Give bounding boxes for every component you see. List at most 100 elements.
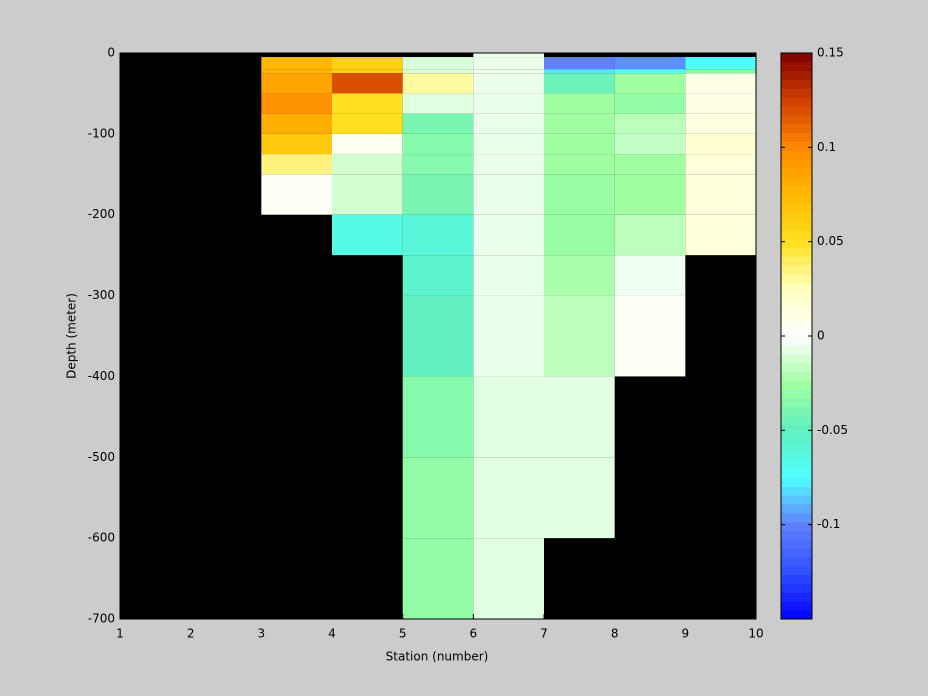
heatmap-cell xyxy=(614,113,686,134)
heatmap-cell xyxy=(261,154,332,175)
heatmap-cell xyxy=(261,57,332,70)
colorbar-segment xyxy=(781,459,812,470)
y-tick-label: -200 xyxy=(88,207,115,221)
colorbar-segment xyxy=(781,167,812,178)
heatmap-cell xyxy=(544,214,615,256)
colorbar-tick-label: 0 xyxy=(817,329,825,343)
colorbar-segment xyxy=(781,274,812,284)
heatmap-cell xyxy=(402,174,474,215)
colorbar-tick-label: 0.05 xyxy=(817,234,844,248)
colorbar-segment xyxy=(781,592,812,602)
colorbar-segment xyxy=(781,229,812,240)
x-tick-label: 5 xyxy=(399,627,407,641)
colorbar-segment xyxy=(781,504,812,514)
heatmap-cell xyxy=(473,255,544,296)
heatmap-cell xyxy=(332,113,403,134)
colorbar-segment xyxy=(781,610,812,620)
colorbar-segment xyxy=(781,300,812,310)
colorbar-segment xyxy=(781,336,812,346)
heatmap-cell xyxy=(614,73,686,94)
colorbar-segment xyxy=(781,318,812,328)
colorbar-segment xyxy=(781,424,812,434)
heatmap-cell xyxy=(402,154,474,175)
colorbar-segment xyxy=(781,415,812,425)
heatmap-cell xyxy=(473,457,544,539)
heatmap-cell xyxy=(614,174,686,215)
heatmap-cell xyxy=(332,174,403,215)
heatmap-cell xyxy=(402,57,474,70)
heatmap-cell xyxy=(473,133,544,155)
heatmap-cell xyxy=(685,113,756,134)
heatmap-cell xyxy=(544,295,615,377)
y-tick-label: -100 xyxy=(88,126,115,140)
heatmap-cell xyxy=(544,73,615,94)
x-tick-label: 1 xyxy=(116,627,124,641)
heatmap-cell xyxy=(402,376,474,458)
colorbar-segment xyxy=(781,132,812,142)
x-tick-label: 9 xyxy=(682,627,690,641)
heatmap-cell xyxy=(473,69,544,74)
y-tick-label: -300 xyxy=(88,288,115,302)
heatmap-cell xyxy=(614,255,686,296)
heatmap-cell xyxy=(685,93,756,114)
heatmap-cell xyxy=(332,214,403,256)
heatmap-cell xyxy=(402,538,474,619)
heatmap-cell xyxy=(614,69,686,74)
heatmap-cell xyxy=(544,174,615,215)
colorbar-segment xyxy=(781,256,812,266)
y-tick-label: 0 xyxy=(107,46,115,60)
heatmap-cell xyxy=(332,154,403,175)
heatmap-cell xyxy=(261,133,332,155)
x-axis-label: Station (number) xyxy=(386,650,489,664)
colorbar-segment xyxy=(781,159,812,169)
colorbar-segment xyxy=(781,88,812,98)
heatmap-cell xyxy=(685,214,756,256)
colorbar-segment xyxy=(781,512,812,523)
heatmap-cell xyxy=(544,154,615,175)
colorbar-segment xyxy=(781,406,812,417)
colorbar-segment xyxy=(781,150,812,160)
heatmap-cell xyxy=(544,376,615,458)
colorbar-segment xyxy=(781,291,812,302)
heatmap-cell xyxy=(402,133,474,155)
colorbar-segment xyxy=(781,114,812,125)
y-tick-label: -400 xyxy=(88,369,115,383)
colorbar-segment xyxy=(781,327,812,337)
colorbar-segment xyxy=(781,176,812,187)
x-tick-label: 2 xyxy=(187,627,195,641)
colorbar-segment xyxy=(781,53,812,63)
y-tick-label: -700 xyxy=(88,612,115,626)
colorbar-segment xyxy=(781,565,812,576)
heatmap-cell xyxy=(402,214,474,256)
heatmap-cell xyxy=(685,133,756,155)
colorbar-segment xyxy=(781,194,812,204)
heatmap-cell xyxy=(473,93,544,114)
heatmap-cell xyxy=(544,69,615,74)
heatmap-cell xyxy=(402,93,474,114)
heatmap-cell xyxy=(544,113,615,134)
heatmap-cell xyxy=(544,255,615,296)
heatmap-cell xyxy=(614,154,686,175)
x-tick-label: 4 xyxy=(328,627,336,641)
heatmap-cell xyxy=(685,73,756,94)
colorbar-segment xyxy=(781,247,812,257)
heatmap-cell xyxy=(261,113,332,134)
colorbar-segment xyxy=(781,344,812,355)
heatmap-cell xyxy=(473,214,544,256)
colorbar-segment xyxy=(781,97,812,107)
heatmap-cell xyxy=(473,174,544,215)
colorbar-segment xyxy=(781,486,812,496)
heatmap-cell xyxy=(473,73,544,94)
colorbar-segment xyxy=(781,468,812,478)
heatmap-cell xyxy=(473,295,544,377)
colorbar-segment xyxy=(781,450,812,461)
heatmap-cell xyxy=(332,69,403,74)
colorbar-segment xyxy=(781,106,812,116)
x-tick-label: 8 xyxy=(611,627,619,641)
heatmap-cell xyxy=(614,133,686,155)
colorbar-segment xyxy=(781,212,812,222)
colorbar-segment xyxy=(781,123,812,134)
heatmap-cell xyxy=(544,457,615,539)
colorbar-tick-label: -0.1 xyxy=(817,517,840,531)
